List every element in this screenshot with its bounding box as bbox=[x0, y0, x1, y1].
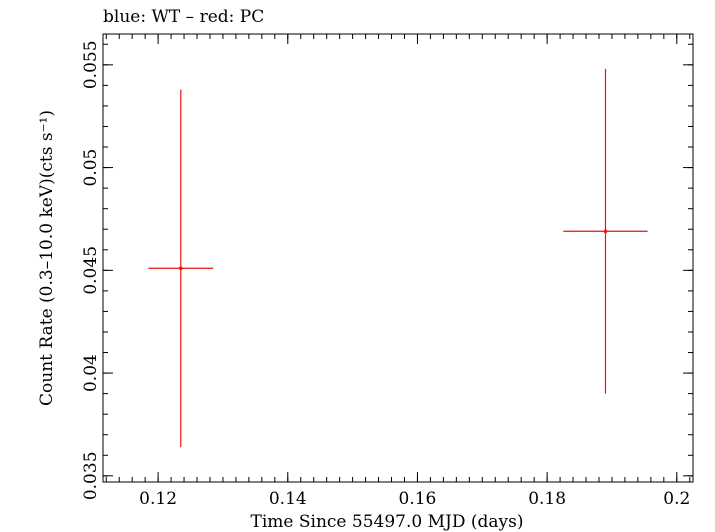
y-tick-label: 0.035 bbox=[81, 451, 101, 500]
y-tick-label: 0.045 bbox=[81, 246, 101, 295]
y-tick-label: 0.05 bbox=[81, 149, 101, 187]
chart-title: blue: WT – red: PC bbox=[103, 7, 264, 27]
x-tick-label: 0.18 bbox=[528, 489, 566, 509]
y-axis-label: Count Rate (0.3–10.0 keV)(cts s⁻¹) bbox=[37, 110, 57, 406]
plot-frame bbox=[102, 33, 694, 483]
x-tick-label: 0.2 bbox=[663, 489, 690, 509]
x-axis-label: Time Since 55497.0 MJD (days) bbox=[251, 512, 524, 532]
point-marker bbox=[603, 229, 608, 234]
x-tick-label: 0.14 bbox=[269, 489, 307, 509]
y-tick-label: 0.055 bbox=[81, 40, 101, 89]
data-point bbox=[148, 89, 214, 448]
x-tick-label: 0.12 bbox=[139, 489, 177, 509]
point-marker bbox=[179, 266, 183, 271]
y-tick-label: 0.04 bbox=[81, 354, 101, 392]
x-tick-label: 0.16 bbox=[399, 489, 437, 509]
x-axis: 0.12 0.14 0.16 0.18 0.2 bbox=[105, 34, 690, 509]
y-axis: 0.035 0.04 0.045 0.05 0.055 bbox=[81, 40, 693, 500]
data-point bbox=[563, 68, 648, 394]
data-series bbox=[148, 68, 648, 448]
